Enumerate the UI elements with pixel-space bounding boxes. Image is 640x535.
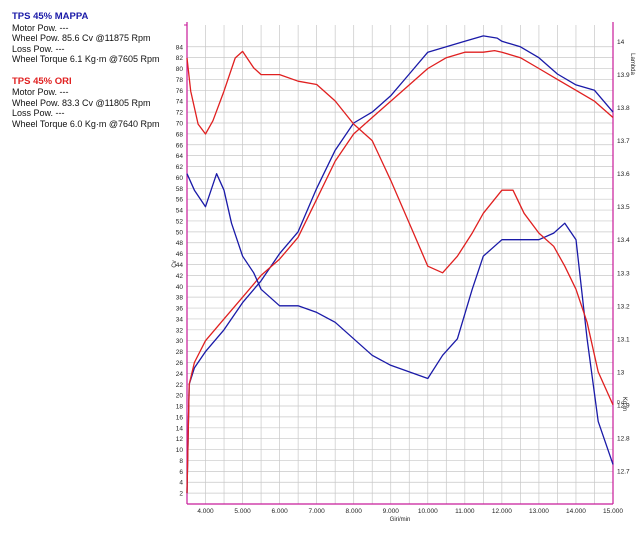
x-tick-label: 4.000 <box>197 508 214 515</box>
y-tick-label-left: 52 <box>176 218 184 225</box>
y-tick-label-left: 62 <box>176 164 184 171</box>
legend: TPS 45% MAPPA Motor Pow. --- Wheel Pow. … <box>12 11 172 141</box>
y-tick-label-lambda: 13 <box>617 369 625 376</box>
y-tick-label-left: 28 <box>176 349 184 356</box>
legend-row-wheel-pow: Wheel Pow. 85.6 Cv @11875 Rpm <box>12 33 151 43</box>
y-tick-label-left: 24 <box>176 371 184 378</box>
y-tick-label-left: 82 <box>176 55 184 62</box>
y-tick-label-lambda: 12.8 <box>617 435 630 442</box>
y-axis-label-left: Cv <box>172 260 178 267</box>
y-tick-label-left: 36 <box>176 306 184 313</box>
y-tick-label-left: 48 <box>176 240 184 247</box>
y-tick-label-left: 26 <box>176 360 184 367</box>
legend-row-wheel-pow: Wheel Pow. 83.3 Cv @11805 Rpm <box>12 97 151 108</box>
y-tick-label-left: 84 <box>176 44 184 51</box>
y-tick-label-left: 46 <box>176 251 184 258</box>
y-tick-label-lambda: 12.7 <box>617 468 630 475</box>
y-tick-label-lambda: 13.7 <box>617 138 630 145</box>
series-line-ori-lambda <box>186 50 614 406</box>
y-tick-label-left: 42 <box>176 273 184 280</box>
legend-block-mappa: TPS 45% MAPPA Motor Pow. --- Wheel Pow. … <box>12 11 172 65</box>
y-tick-label-lambda: 13.1 <box>617 336 630 343</box>
x-tick-label: 6.000 <box>271 508 288 515</box>
legend-title-ori: TPS 45% ORI <box>12 75 72 87</box>
y-tick-label-left: 2 <box>179 491 183 498</box>
y-tick-label-torque-zero: 0 <box>617 400 620 406</box>
y-tick-label-left: 50 <box>176 229 184 236</box>
legend-block-ori: TPS 45% ORI Motor Pow. --- Wheel Pow. 83… <box>12 75 172 130</box>
x-tick-label: 5.000 <box>234 508 251 515</box>
y-tick-label-lambda: 14 <box>617 39 625 46</box>
y-tick-label-left: 68 <box>176 131 184 138</box>
y-tick-label-left: 18 <box>176 404 184 411</box>
y-tick-label-left: 72 <box>176 110 184 117</box>
y-tick-label-left: 66 <box>176 142 184 149</box>
x-tick-label: 10.000 <box>418 508 438 515</box>
series-line-mappa-lambda <box>186 173 614 465</box>
y-tick-label-lambda: 13.5 <box>617 204 630 211</box>
y-tick-label-lambda: 13.8 <box>617 105 630 112</box>
x-tick-label: 15.000 <box>603 508 623 515</box>
legend-row-wheel-torque: Wheel Torque 6.1 Kg·m @7605 Rpm <box>12 54 160 64</box>
y-tick-label-lambda: 13.9 <box>617 72 630 79</box>
x-tick-label: 9.000 <box>383 508 400 515</box>
y-tick-label-left: 4 <box>179 480 183 487</box>
legend-row-wheel-torque: Wheel Torque 6.0 Kg·m @7640 Rpm <box>12 118 160 129</box>
y-tick-label-left: 76 <box>176 88 184 95</box>
y-tick-label-left: 54 <box>176 208 184 215</box>
y-tick-label-left: 38 <box>176 295 184 302</box>
x-tick-label: 12.000 <box>492 508 512 515</box>
y-tick-label-left: 32 <box>176 327 184 334</box>
y-tick-label-left: 14 <box>176 425 184 432</box>
series-line-ori-power <box>186 49 614 494</box>
y-tick-label-left: 20 <box>176 393 184 400</box>
y-tick-label-lambda: 13.2 <box>617 303 630 310</box>
y-tick-label-left: 34 <box>176 316 184 323</box>
y-tick-label-left: 60 <box>176 175 184 182</box>
y-tick-label-left: 58 <box>176 186 184 193</box>
x-tick-label: 14.000 <box>566 508 586 515</box>
y-tick-label-left: 40 <box>176 284 184 291</box>
y-tick-label-left: 12 <box>176 436 184 443</box>
y-tick-label-left: 74 <box>176 99 184 106</box>
y-tick-label-lambda: 13.4 <box>617 237 630 244</box>
y-axis-label-lambda: Lambda <box>629 53 635 75</box>
x-axis-label: Giri/min <box>390 517 411 523</box>
y-tick-label-left: 70 <box>176 120 184 127</box>
y-tick-label-lambda: 13.3 <box>617 270 630 277</box>
y-tick-label-left: 30 <box>176 338 184 345</box>
y-tick-label-left: 8 <box>179 458 183 465</box>
y-tick-label-left: 44 <box>176 262 184 269</box>
y-tick-label-left: 56 <box>176 197 184 204</box>
legend-row-loss-pow: Loss Pow. --- <box>12 43 65 54</box>
legend-title-mappa: TPS 45% MAPPA <box>12 11 89 22</box>
y-tick-label-lambda: 12.9 <box>617 402 630 409</box>
y-axis-label-torque: Kg·m <box>621 397 627 411</box>
y-tick-label-left: 6 <box>179 469 183 476</box>
x-tick-label: 7.000 <box>309 508 326 515</box>
y-tick-label-left: 10 <box>176 447 184 454</box>
legend-row-motor-pow: Motor Pow. --- <box>12 22 69 33</box>
legend-row-loss-pow: Loss Pow. --- <box>12 108 65 118</box>
x-tick-label: 8.000 <box>346 508 363 515</box>
y-tick-label-left: 16 <box>176 414 184 421</box>
y-tick-label-left: 64 <box>176 153 184 160</box>
y-tick-label-left: 78 <box>176 77 184 84</box>
series-line-mappa-power <box>186 35 614 494</box>
legend-row-motor-pow: Motor Pow. --- <box>12 87 69 97</box>
x-tick-label: 11.000 <box>455 508 475 515</box>
x-tick-label: 13.000 <box>529 508 549 515</box>
y-tick-label-left: 22 <box>176 382 184 389</box>
y-tick-label-lambda: 13.6 <box>617 171 630 178</box>
y-tick-label-left: 80 <box>176 66 184 73</box>
